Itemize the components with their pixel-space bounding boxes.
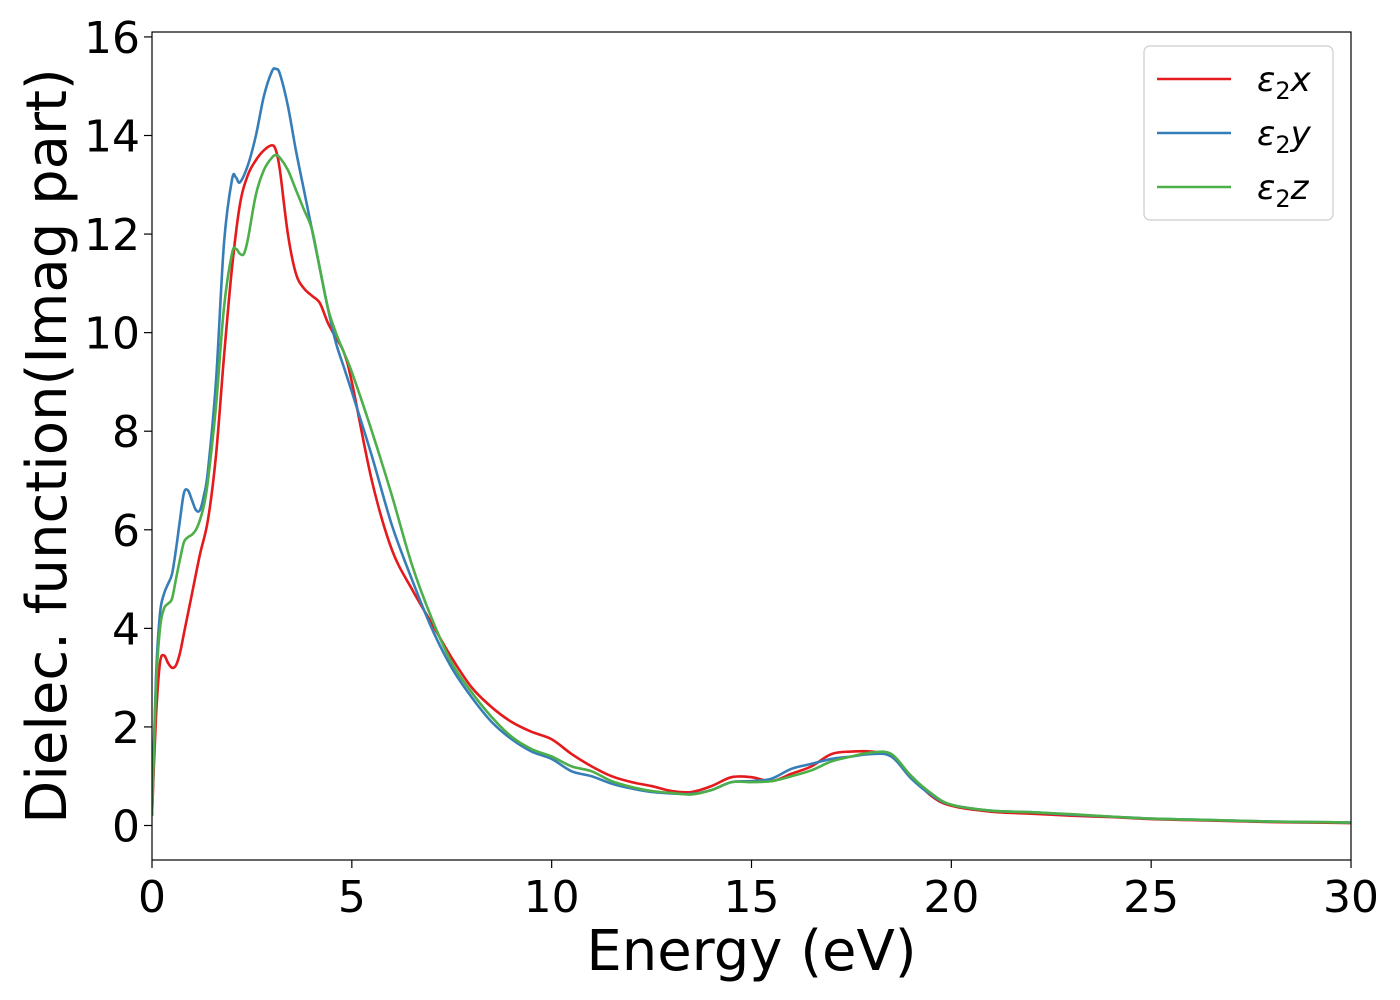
y-tick-label: 8 — [112, 407, 140, 458]
x-axis-ticks: 0 5 10 15 20 25 30 — [138, 860, 1379, 923]
series-line-eps2x — [152, 144, 1351, 825]
x-tick-label: 25 — [1123, 872, 1179, 923]
legend-label-eps2x: ε2x — [1257, 60, 1312, 105]
y-tick-label: 2 — [112, 703, 140, 754]
y-tick-label: 10 — [84, 309, 140, 360]
y-tick-label: 6 — [112, 506, 140, 557]
x-tick-label: 10 — [524, 872, 580, 923]
series-line-eps2y — [152, 67, 1351, 824]
legend-label-eps2z: ε2z — [1257, 168, 1310, 213]
y-tick-label: 14 — [84, 112, 140, 163]
y-tick-label: 0 — [112, 802, 140, 853]
series-line-eps2z — [152, 153, 1351, 824]
y-tick-label: 16 — [84, 13, 140, 64]
x-axis-title: Energy (eV) — [586, 919, 916, 984]
y-tick-label: 12 — [84, 210, 140, 261]
y-tick-label: 4 — [112, 604, 140, 655]
legend-label-eps2y: ε2y — [1257, 114, 1312, 159]
legend: ε2x ε2y ε2z — [1143, 45, 1334, 221]
y-axis-title: Dielec. function(Imag part) — [15, 68, 80, 824]
x-tick-label: 0 — [138, 872, 166, 923]
y-axis-ticks: 0 2 4 6 8 10 12 14 16 — [84, 13, 152, 853]
x-tick-label: 30 — [1323, 872, 1379, 923]
x-tick-label: 5 — [338, 872, 366, 923]
x-tick-label: 20 — [923, 872, 979, 923]
series-layer — [152, 67, 1351, 825]
x-tick-label: 15 — [724, 872, 780, 923]
legend-box — [1143, 45, 1334, 221]
